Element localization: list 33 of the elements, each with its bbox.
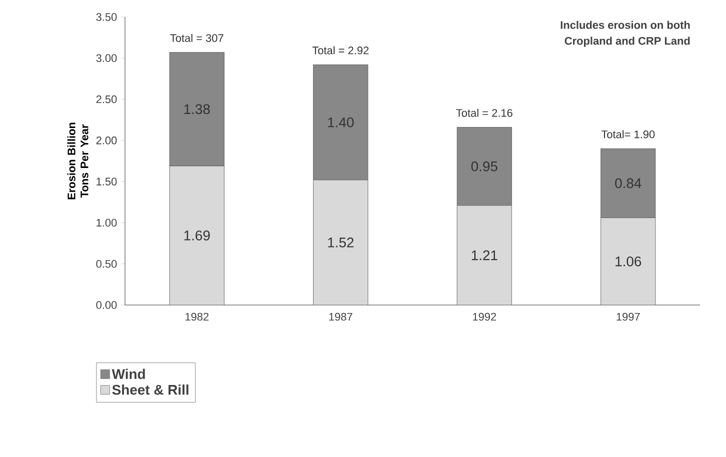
- y-tick-label: 3.50: [96, 13, 117, 21]
- bar: [313, 180, 368, 305]
- y-tick-label: 1.00: [96, 218, 117, 227]
- y-tick-label: 0.50: [96, 260, 117, 268]
- annotation: Cropland and CRP Land: [564, 36, 690, 47]
- y-tick-label: 2.50: [96, 95, 117, 104]
- x-tick-label: 1997: [616, 312, 640, 321]
- total-label: Total= 1.90: [601, 130, 655, 138]
- x-tick-label: 1992: [473, 312, 496, 321]
- bar: [456, 205, 512, 305]
- data-label: 1.21: [472, 250, 498, 260]
- total-label: Total = 2.92: [312, 46, 369, 54]
- y-tick-label: 3.00: [96, 54, 117, 62]
- data-label: 1.06: [616, 256, 642, 266]
- data-label: 0.84: [615, 178, 642, 188]
- data-label: 1.40: [328, 117, 354, 128]
- x-tick-label: 1987: [329, 312, 352, 321]
- total-label: Total = 2.16: [456, 108, 512, 117]
- y-tick-label: 0.00: [96, 301, 117, 309]
- bar: [600, 218, 656, 305]
- bar: [169, 166, 224, 305]
- data-label: 1.69: [184, 230, 210, 240]
- y-tick-label: 2.00: [96, 136, 117, 144]
- total-label: Total = 307: [170, 34, 224, 42]
- annotation: Includes erosion on both: [560, 20, 690, 29]
- data-label: 0.95: [471, 161, 498, 172]
- y-tick-label: 1.50: [96, 178, 117, 186]
- legend-label: Sheet & Rill: [112, 384, 188, 395]
- data-label: 1.52: [328, 238, 354, 248]
- y-axis-title: Erosion Billion Tons Per Year: [67, 122, 88, 200]
- data-label: 1.38: [184, 104, 210, 114]
- x-tick-label: 1982: [186, 312, 209, 321]
- legend-label: Wind: [112, 368, 145, 380]
